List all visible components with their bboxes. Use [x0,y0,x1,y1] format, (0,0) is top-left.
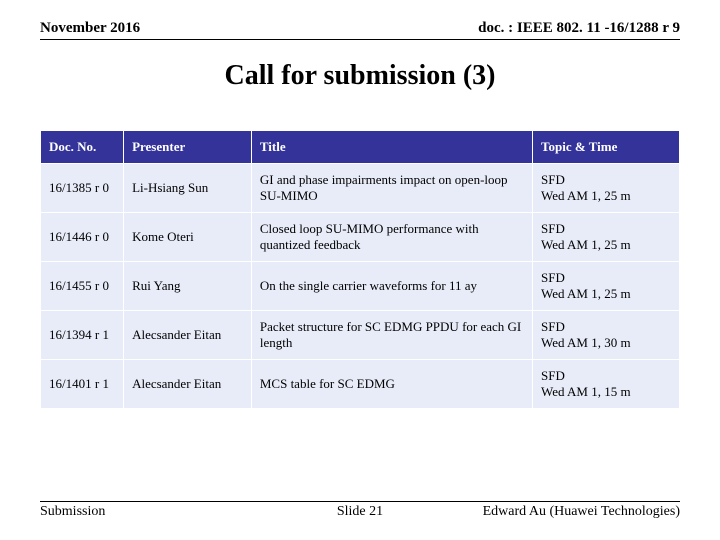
cell-presenter: Rui Yang [124,262,252,311]
slide-footer: Submission Slide 21 Edward Au (Huawei Te… [40,501,680,520]
cell-topic-time: SFDWed AM 1, 15 m [533,360,680,409]
cell-title: GI and phase impairments impact on open-… [251,164,532,213]
cell-topic-time: SFDWed AM 1, 30 m [533,311,680,360]
footer-left: Submission [40,504,105,520]
table-row: 16/1385 r 0 Li-Hsiang Sun GI and phase i… [41,164,680,213]
col-title: Title [251,131,532,164]
cell-doc-no: 16/1401 r 1 [41,360,124,409]
submission-table: Doc. No. Presenter Title Topic & Time 16… [40,130,680,409]
table-header-row: Doc. No. Presenter Title Topic & Time [41,131,680,164]
cell-presenter: Alecsander Eitan [124,311,252,360]
footer-author: Edward Au (Huawei Technologies) [483,504,680,520]
cell-doc-no: 16/1385 r 0 [41,164,124,213]
table-row: 16/1455 r 0 Rui Yang On the single carri… [41,262,680,311]
cell-title: MCS table for SC EDMG [251,360,532,409]
cell-title: Packet structure for SC EDMG PPDU for ea… [251,311,532,360]
cell-topic-time: SFDWed AM 1, 25 m [533,164,680,213]
col-topic-time: Topic & Time [533,131,680,164]
col-doc-no: Doc. No. [41,131,124,164]
cell-doc-no: 16/1455 r 0 [41,262,124,311]
footer-slide-number: Slide 21 [337,504,383,520]
cell-presenter: Li-Hsiang Sun [124,164,252,213]
table-row: 16/1394 r 1 Alecsander Eitan Packet stru… [41,311,680,360]
cell-title: On the single carrier waveforms for 11 a… [251,262,532,311]
table-body: 16/1385 r 0 Li-Hsiang Sun GI and phase i… [41,164,680,409]
cell-title: Closed loop SU-MIMO performance with qua… [251,213,532,262]
header-doc-id: doc. : IEEE 802. 11 -16/1288 r 9 [478,20,680,37]
slide-header: November 2016 doc. : IEEE 802. 11 -16/12… [40,20,680,40]
table-row: 16/1446 r 0 Kome Oteri Closed loop SU-MI… [41,213,680,262]
cell-topic-time: SFDWed AM 1, 25 m [533,262,680,311]
slide-title-area: Call for submission (3) [0,60,720,92]
slide-title: Call for submission (3) [0,60,720,92]
header-date: November 2016 [40,20,140,37]
cell-topic-time: SFDWed AM 1, 25 m [533,213,680,262]
cell-presenter: Alecsander Eitan [124,360,252,409]
cell-doc-no: 16/1394 r 1 [41,311,124,360]
cell-presenter: Kome Oteri [124,213,252,262]
table-row: 16/1401 r 1 Alecsander Eitan MCS table f… [41,360,680,409]
col-presenter: Presenter [124,131,252,164]
cell-doc-no: 16/1446 r 0 [41,213,124,262]
submission-table-wrap: Doc. No. Presenter Title Topic & Time 16… [40,130,680,409]
